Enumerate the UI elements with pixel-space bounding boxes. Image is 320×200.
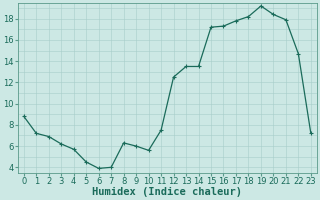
X-axis label: Humidex (Indice chaleur): Humidex (Indice chaleur) — [92, 187, 242, 197]
